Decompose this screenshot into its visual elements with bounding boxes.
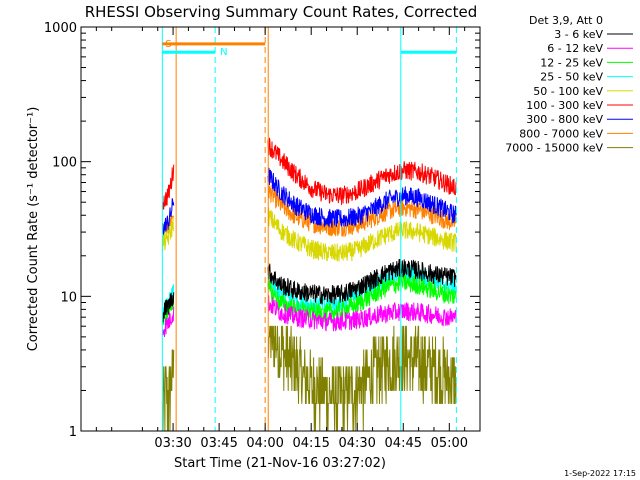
- series-line-7000-15000kev-seg1: [267, 325, 457, 432]
- legend-label-5: 100 - 300 keV: [526, 99, 603, 112]
- legend-label-3: 25 - 50 keV: [540, 71, 603, 84]
- legend-label-7: 800 - 7000 keV: [519, 127, 603, 140]
- series-line-6-12kev-seg0: [162, 306, 175, 338]
- legend-label-8: 7000 - 15000 keV: [505, 142, 603, 155]
- x-tick-label-04:45: 04:45: [385, 436, 422, 451]
- series-line-3-6kev-seg1: [267, 258, 457, 305]
- status-band-label-n: N: [220, 47, 227, 58]
- series-line-300-800kev-seg1: [267, 167, 457, 228]
- legend-header: Det 3,9, Att 0: [529, 14, 603, 27]
- x-tick-label-04:00: 04:00: [246, 436, 283, 451]
- series-line-50-100kev-seg0: [162, 216, 175, 252]
- series-line-300-800kev-seg0: [162, 198, 175, 235]
- legend-label-1: 6 - 12 keV: [547, 42, 603, 55]
- legend-label-6: 300 - 800 keV: [526, 113, 603, 126]
- chart-title: RHESSI Observing Summary Count Rates, Co…: [85, 3, 478, 21]
- x-tick-label-04:15: 04:15: [292, 436, 329, 451]
- y-axis-label: Corrected Count Rate (s⁻¹ detector⁻¹): [26, 107, 41, 352]
- footer-date: 1-Sep-2022 17:15: [564, 469, 636, 478]
- x-axis-label: Start Time (21-Nov-16 03:27:02): [174, 456, 386, 471]
- y-tick-label-10: 10: [60, 290, 77, 305]
- axis-layer: 03:30 03:45 04:00 04:15 04:30 04:45 05:00 1 10 10…: [44, 21, 480, 451]
- plot-data-layer: SN: [161, 27, 457, 432]
- y-tick-label-1: 1: [69, 425, 77, 440]
- y-tick-label-1000: 1000: [44, 21, 77, 36]
- x-tick-label-04:30: 04:30: [338, 436, 375, 451]
- legend-label-2: 12 - 25 keV: [540, 56, 603, 69]
- series-line-6-12kev-seg1: [267, 295, 457, 332]
- x-tick-label-03:30: 03:30: [154, 436, 191, 451]
- series-line-3-6kev-seg0: [162, 292, 175, 323]
- x-tick-label-05:00: 05:00: [431, 436, 468, 451]
- legend-label-4: 50 - 100 keV: [533, 85, 603, 98]
- series-line-50-100kev-seg1: [267, 207, 457, 262]
- series-line-7000-15000kev-seg0: [162, 349, 175, 432]
- x-tick-label-03:45: 03:45: [200, 436, 237, 451]
- series-line-100-300kev-seg1: [267, 137, 457, 206]
- status-band-label-s: S: [165, 39, 171, 50]
- y-tick-label-100: 100: [52, 156, 77, 171]
- series-line-100-300kev-seg0: [162, 164, 175, 210]
- legend-label-0: 3 - 6 keV: [554, 28, 603, 41]
